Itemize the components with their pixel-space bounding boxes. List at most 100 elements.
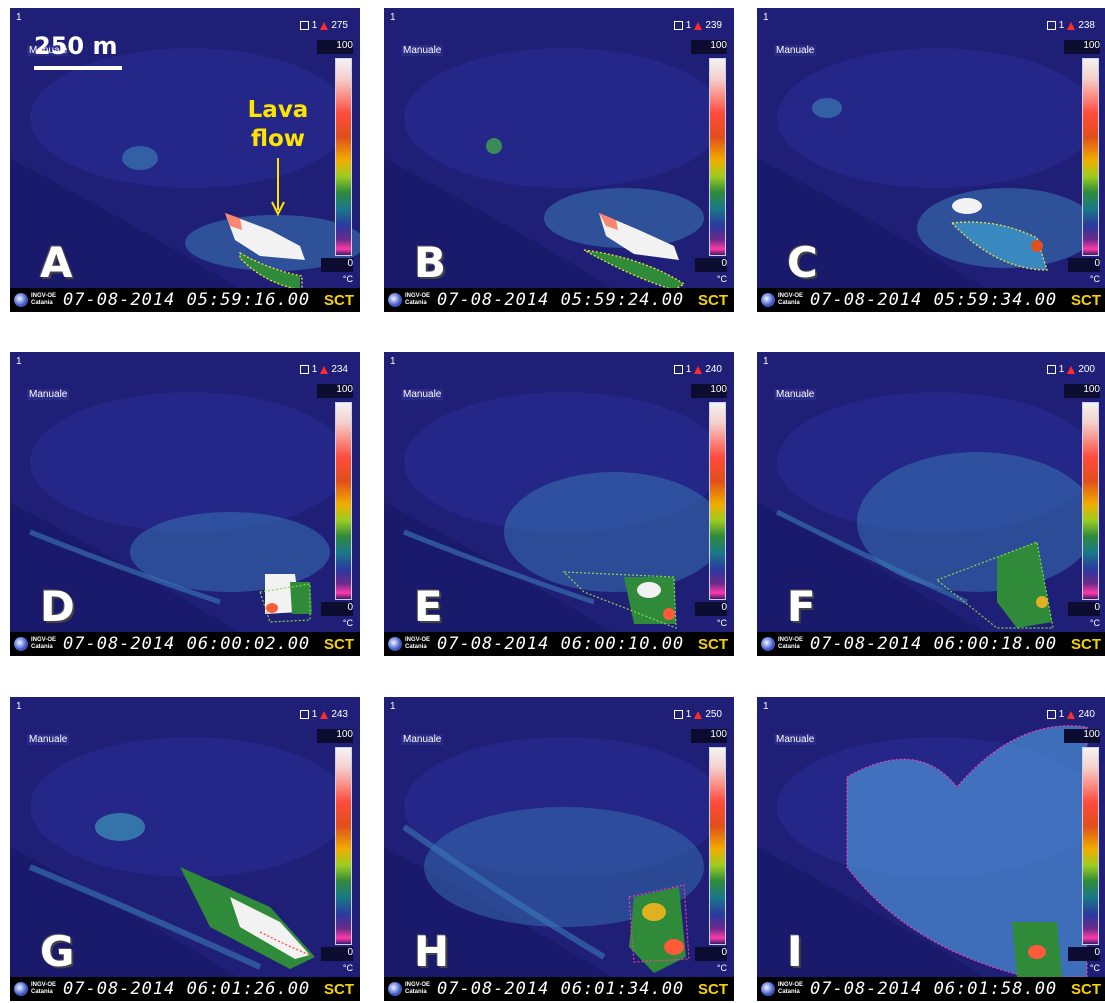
down-arrow-icon — [271, 158, 285, 217]
station-code: SCT — [1071, 291, 1101, 309]
panel-letter: H — [414, 927, 450, 976]
unit-label: °C — [342, 274, 353, 284]
scale-bar — [34, 66, 122, 70]
status-indicator: 1 240 — [673, 364, 722, 375]
thermal-image — [757, 697, 1105, 1001]
scale-max-label: 100 — [1064, 729, 1100, 743]
panel-letter: F — [787, 582, 816, 631]
color-scale-bar — [335, 747, 352, 945]
timestamp: 07-08-2014 05:59:34.00 — [810, 290, 1058, 310]
color-scale-bar — [335, 58, 352, 256]
info-bar: INGV-OE Catania 07-08-2014 05:59:24.00 S… — [384, 288, 734, 312]
organization-label: INGV-OE Catania — [405, 293, 431, 306]
thermal-image — [384, 697, 734, 1001]
color-scale-bar — [1082, 402, 1099, 600]
scale-max-label: 100 — [691, 40, 727, 54]
alert-triangle-icon — [320, 21, 329, 30]
timestamp: 07-08-2014 06:01:26.00 — [63, 979, 311, 999]
thermal-image — [384, 8, 734, 312]
thermal-image — [10, 8, 360, 312]
scale-min-label: 0 — [695, 947, 727, 961]
panel-letter: C — [787, 238, 818, 287]
camera-number: 1 — [16, 701, 22, 712]
camera-number: 1 — [390, 12, 396, 23]
timestamp: 07-08-2014 06:00:18.00 — [810, 634, 1058, 654]
alert-triangle-icon — [1067, 365, 1076, 374]
scale-max-label: 100 — [317, 384, 353, 398]
mode-label: Manuale — [401, 45, 444, 56]
panel-letter: G — [40, 927, 75, 976]
timestamp: 07-08-2014 06:01:34.00 — [437, 979, 685, 999]
status-indicator: 1 240 — [1046, 709, 1095, 720]
info-bar: INGV-OE Catania 07-08-2014 05:59:16.00 S… — [10, 288, 360, 312]
unit-label: °C — [1089, 274, 1100, 284]
mode-label: Manuale — [401, 734, 444, 745]
max-temperature: 250 — [705, 709, 722, 720]
thermal-panel-i: 1 Manuale 1 240 100 0 °C I INGV-OE Catan… — [757, 697, 1105, 1001]
organization-label: INGV-OE Catania — [405, 637, 431, 650]
organization-label: INGV-OE Catania — [31, 637, 57, 650]
scale-min-label: 0 — [1068, 947, 1100, 961]
color-scale-bar — [709, 747, 726, 945]
thermal-image — [10, 697, 360, 1001]
scale-min-label: 0 — [695, 602, 727, 616]
color-scale-bar — [1082, 747, 1099, 945]
info-bar: INGV-OE Catania 07-08-2014 05:59:34.00 S… — [757, 288, 1105, 312]
unit-label: °C — [716, 618, 727, 628]
ingv-logo-icon — [761, 982, 775, 996]
station-code: SCT — [324, 980, 354, 998]
alert-triangle-icon — [320, 365, 329, 374]
channel-number: 1 — [1058, 709, 1065, 720]
max-temperature: 238 — [1078, 20, 1095, 31]
thermal-image — [10, 352, 360, 656]
alert-triangle-icon — [694, 365, 703, 374]
info-bar: INGV-OE Catania 07-08-2014 06:01:58.00 S… — [757, 977, 1105, 1001]
alert-triangle-icon — [694, 21, 703, 30]
alert-triangle-icon — [320, 710, 329, 719]
mode-label: Manuale — [774, 389, 817, 400]
scale-min-label: 0 — [1068, 258, 1100, 272]
channel-number: 1 — [685, 20, 692, 31]
channel-number: 1 — [1058, 364, 1065, 375]
unit-label: °C — [1089, 963, 1100, 973]
status-indicator: 1 234 — [299, 364, 348, 375]
station-code: SCT — [324, 291, 354, 309]
panel-letter: E — [414, 582, 443, 631]
status-indicator: 1 200 — [1046, 364, 1095, 375]
timestamp: 07-08-2014 06:00:02.00 — [63, 634, 311, 654]
channel-number: 1 — [1058, 20, 1065, 31]
status-indicator: 1 275 — [299, 20, 348, 31]
ingv-logo-icon — [14, 637, 28, 651]
station-code: SCT — [698, 291, 728, 309]
thermal-image — [757, 8, 1105, 312]
scale-max-label: 100 — [691, 729, 727, 743]
camera-number: 1 — [16, 12, 22, 23]
status-indicator: 1 238 — [1046, 20, 1095, 31]
timestamp: 07-08-2014 06:01:58.00 — [810, 979, 1058, 999]
color-scale-bar — [335, 402, 352, 600]
panel-letter: I — [787, 927, 803, 976]
ingv-logo-icon — [388, 637, 402, 651]
scale-max-label: 100 — [691, 384, 727, 398]
ingv-logo-icon — [14, 293, 28, 307]
camera-number: 1 — [16, 356, 22, 367]
scale-min-label: 0 — [321, 947, 353, 961]
color-scale-bar — [709, 402, 726, 600]
square-icon — [299, 710, 309, 719]
mode-label: Manuale — [27, 45, 70, 56]
organization-label: INGV-OE Catania — [31, 293, 57, 306]
scale-min-label: 0 — [321, 258, 353, 272]
timestamp: 07-08-2014 05:59:24.00 — [437, 290, 685, 310]
organization-label: INGV-OE Catania — [405, 982, 431, 995]
thermal-panel-e: 1 Manuale 1 240 100 0 °C E INGV-OE Catan… — [384, 352, 734, 656]
square-icon — [299, 365, 309, 374]
scale-max-label: 100 — [1064, 40, 1100, 54]
station-code: SCT — [698, 635, 728, 653]
scale-min-label: 0 — [321, 602, 353, 616]
ingv-logo-icon — [14, 982, 28, 996]
scale-max-label: 100 — [317, 40, 353, 54]
max-temperature: 275 — [331, 20, 348, 31]
channel-number: 1 — [311, 20, 318, 31]
ingv-logo-icon — [761, 293, 775, 307]
mode-label: Manuale — [401, 389, 444, 400]
